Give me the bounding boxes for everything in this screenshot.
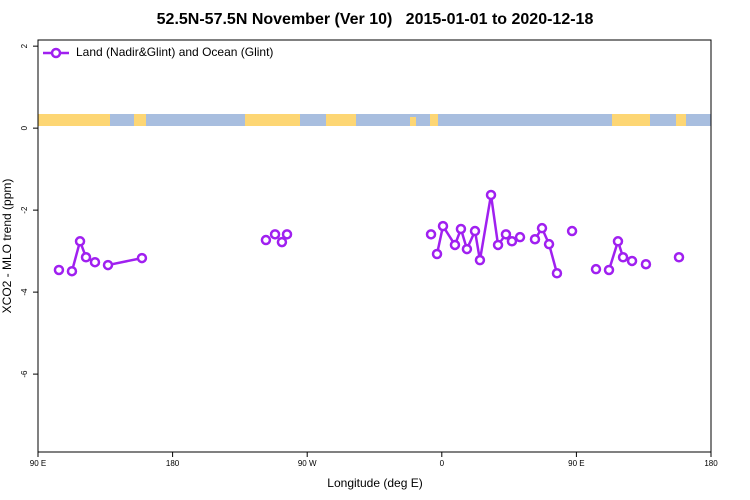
point [102,259,114,271]
x-axis-label: Longitude (deg E) [327,476,422,490]
land [38,114,110,126]
point [469,225,481,237]
land [612,114,650,126]
point [431,248,443,260]
point [474,254,486,266]
point [269,229,281,240]
point [506,236,518,247]
point [425,229,437,240]
point [566,225,578,237]
point [66,265,78,277]
point [281,229,293,240]
point [514,231,526,243]
point [500,229,512,240]
x-tick-label: 90 W [298,459,317,468]
x-tick-label: 180 [704,459,718,468]
y-axis-label: XCO2 - MLO trend (ppm) [0,179,14,314]
point [603,264,615,276]
point [673,252,685,263]
legend-marker [50,47,62,59]
series-line [72,195,679,273]
land [676,114,686,126]
x-tick-label: 90 E [30,459,46,468]
y-tick-label: 0 [20,125,29,130]
point [53,264,65,276]
point [136,252,148,264]
point [455,223,467,235]
point [89,256,101,268]
y-tick-label: 2 [20,43,29,48]
point [74,236,86,247]
point [449,239,461,251]
point [437,220,449,232]
legend-label: Land (Nadir&Glint) and Ocean (Glint) [76,45,273,59]
point [529,233,541,245]
land [134,114,146,126]
point [485,189,497,201]
point [276,236,288,248]
x-tick-label: 0 [440,459,445,468]
point [80,252,92,263]
point [612,236,624,247]
land [326,114,356,126]
point [626,255,638,267]
point [640,258,652,270]
point [260,234,272,246]
land [430,114,438,126]
land [245,114,300,126]
point [551,268,563,279]
ocean [38,114,711,126]
point [617,252,629,263]
plot-frame [37,39,712,453]
point [536,222,548,234]
x-tick-label: 90 E [568,459,584,468]
land [410,117,416,126]
point [461,243,473,255]
y-tick-label: -4 [20,288,29,296]
point [543,238,555,250]
point [590,263,602,275]
x-tick-label: 180 [166,459,180,468]
y-tick-label: -6 [20,370,29,378]
y-tick-label: -2 [20,206,29,214]
land-ocean-strip [38,114,711,126]
point [492,239,504,251]
chart-title: 52.5N-57.5N November (Ver 10) 2015-01-01… [157,11,594,28]
